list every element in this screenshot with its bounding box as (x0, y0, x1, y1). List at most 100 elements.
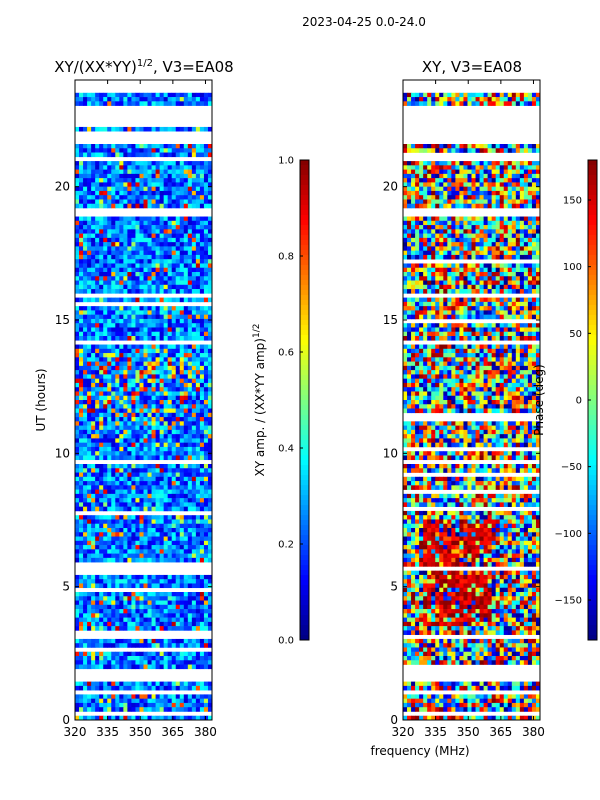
heatmap-cell (163, 412, 169, 418)
heatmap-cell (151, 702, 156, 708)
heatmap-cell (163, 592, 169, 597)
heatmap-cell (523, 178, 529, 183)
heatmap-cell (403, 242, 408, 247)
heatmap-cell (171, 421, 177, 426)
heatmap-cell (207, 515, 213, 520)
heatmap-cell (207, 502, 213, 507)
heatmap-cell (159, 165, 165, 170)
heatmap-cell (187, 621, 193, 627)
heatmap-cell (515, 216, 521, 222)
heatmap-cell (207, 604, 213, 610)
heatmap-cell (91, 707, 96, 712)
heatmap-cell (159, 203, 165, 209)
heatmap-cell (123, 370, 128, 375)
heatmap-cell (83, 540, 88, 546)
colorbar-segment (300, 240, 309, 246)
heatmap-cell (99, 280, 104, 286)
heatmap-cell (427, 203, 432, 209)
heatmap-cell (107, 391, 112, 397)
heatmap-cell (199, 609, 205, 614)
heatmap-cell (155, 519, 161, 525)
heatmap-cell (131, 532, 136, 537)
heatmap-cell (155, 651, 161, 657)
heatmap-cell (135, 412, 140, 418)
heatmap-cell (523, 101, 529, 106)
heatmap-cell (119, 161, 124, 166)
heatmap-cell (143, 404, 148, 409)
heatmap-cell (151, 685, 156, 691)
heatmap-cell (179, 361, 185, 367)
heatmap-cell (95, 310, 100, 315)
heatmap-cell (95, 318, 100, 324)
heatmap-cell (123, 92, 128, 98)
heatmap-cell (135, 318, 140, 324)
heatmap-cell (91, 519, 96, 525)
heatmap-cell (127, 353, 132, 358)
heatmap-cell (91, 178, 96, 183)
heatmap-cell (151, 165, 156, 170)
heatmap-cell (91, 382, 96, 388)
heatmap-cell (187, 331, 193, 337)
heatmap-cell (91, 579, 96, 584)
heatmap-cell (191, 421, 197, 426)
heatmap-cell (143, 284, 148, 290)
heatmap-cell (159, 169, 165, 175)
heatmap-cell (183, 468, 189, 473)
heatmap-cell (143, 502, 148, 507)
heatmap-cell (95, 374, 100, 379)
heatmap-cell (531, 144, 537, 149)
heatmap-cell (499, 233, 505, 239)
heatmap-cell (179, 707, 185, 712)
heatmap-cell (191, 259, 197, 264)
heatmap-cell (111, 583, 116, 589)
heatmap-cell (123, 190, 128, 196)
heatmap-cell (75, 365, 80, 371)
heatmap-cell (439, 173, 444, 179)
heatmap-cell (183, 472, 189, 478)
colorbar-segment (300, 595, 309, 601)
heatmap-cell (191, 681, 197, 687)
heatmap-cell (95, 617, 100, 623)
heatmap-cell (147, 365, 152, 371)
heatmap-cell (99, 502, 104, 507)
heatmap-cell (447, 229, 452, 234)
heatmap-cell (187, 242, 193, 247)
heatmap-cell (195, 455, 201, 461)
heatmap-cell (163, 442, 169, 448)
heatmap-cell (531, 233, 537, 239)
heatmap-cell (151, 446, 156, 452)
heatmap-cell (183, 216, 189, 222)
heatmap-cell (183, 97, 189, 102)
heatmap-cell (147, 596, 152, 601)
heatmap-cell (143, 438, 148, 443)
heatmap-cell (151, 451, 156, 456)
heatmap-cell (99, 472, 104, 478)
heatmap-cell (191, 613, 197, 618)
heatmap-cell (507, 199, 513, 205)
heatmap-cell (139, 242, 144, 247)
heatmap-cell (107, 600, 112, 606)
heatmap-cell (203, 310, 209, 315)
heatmap-cell (75, 165, 80, 170)
heatmap-cell (175, 681, 181, 687)
heatmap-cell (163, 365, 169, 371)
heatmap-cell (159, 583, 165, 589)
heatmap-cell (175, 455, 181, 461)
heatmap-cell (183, 361, 189, 367)
heatmap-cell (131, 161, 136, 166)
heatmap-cell (183, 685, 189, 691)
heatmap-cell (431, 190, 436, 196)
heatmap-cell (107, 498, 112, 503)
heatmap-cell (183, 229, 189, 234)
heatmap-cell (119, 348, 124, 354)
heatmap-cell (155, 506, 161, 512)
heatmap-cell (99, 493, 104, 499)
heatmap-cell (151, 216, 156, 222)
heatmap-cell (191, 382, 197, 388)
heatmap-cell (535, 178, 541, 183)
heatmap-cell (79, 267, 84, 273)
heatmap-cell (159, 254, 165, 260)
heatmap-cell (511, 229, 517, 234)
heatmap-cell (207, 536, 213, 542)
heatmap-cell (131, 126, 136, 132)
